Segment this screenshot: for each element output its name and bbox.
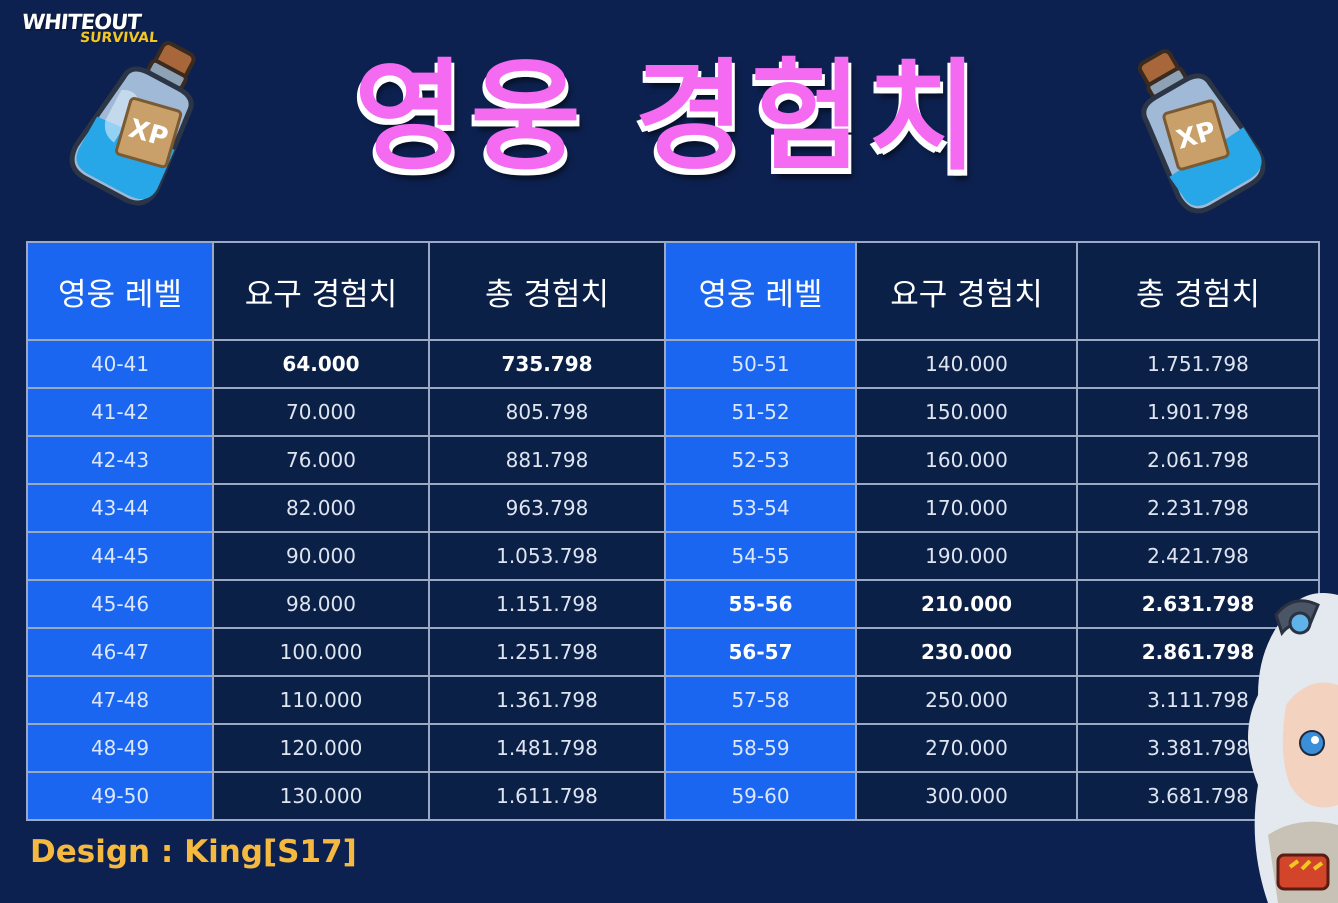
total-xp-cell: 1.361.798 xyxy=(428,675,666,725)
required-xp-cell: 82.000 xyxy=(212,483,430,533)
level-cell: 41-42 xyxy=(26,387,214,437)
table-row: 47-48 110.000 1.361.798 57-58 250.000 3.… xyxy=(26,675,1320,725)
design-credit: Design : King[S17] xyxy=(30,834,357,870)
total-xp-cell: 1.901.798 xyxy=(1076,387,1320,437)
total-xp-cell: 1.481.798 xyxy=(428,723,666,773)
table-row: 49-50 130.000 1.611.798 59-60 300.000 3.… xyxy=(26,771,1320,821)
total-xp-cell: 2.421.798 xyxy=(1076,531,1320,581)
header-required-xp: 요구 경험치 xyxy=(212,241,430,341)
required-xp-cell: 64.000 xyxy=(212,339,430,389)
required-xp-cell: 210.000 xyxy=(855,579,1078,629)
required-xp-cell: 100.000 xyxy=(212,627,430,677)
required-xp-cell: 98.000 xyxy=(212,579,430,629)
header-hero-level: 영웅 레벨 xyxy=(664,241,857,341)
required-xp-cell: 130.000 xyxy=(212,771,430,821)
page-title: 영웅 경험치 xyxy=(354,48,984,187)
level-cell: 50-51 xyxy=(664,339,857,389)
table-row: 42-43 76.000 881.798 52-53 160.000 2.061… xyxy=(26,435,1320,485)
level-cell: 48-49 xyxy=(26,723,214,773)
total-xp-cell: 805.798 xyxy=(428,387,666,437)
level-cell: 58-59 xyxy=(664,723,857,773)
total-xp-cell: 735.798 xyxy=(428,339,666,389)
level-cell: 46-47 xyxy=(26,627,214,677)
required-xp-cell: 160.000 xyxy=(855,435,1078,485)
total-xp-cell: 1.611.798 xyxy=(428,771,666,821)
table-header-row: 영웅 레벨 요구 경험치 총 경험치 영웅 레벨 요구 경험치 총 경험치 xyxy=(26,241,1320,341)
required-xp-cell: 110.000 xyxy=(212,675,430,725)
xp-bottle-icon: XP xyxy=(69,41,196,206)
table-row: 41-42 70.000 805.798 51-52 150.000 1.901… xyxy=(26,387,1320,437)
table-row: 46-47 100.000 1.251.798 56-57 230.000 2.… xyxy=(26,627,1320,677)
level-cell: 40-41 xyxy=(26,339,214,389)
level-cell: 59-60 xyxy=(664,771,857,821)
total-xp-cell: 1.053.798 xyxy=(428,531,666,581)
level-cell: 42-43 xyxy=(26,435,214,485)
total-xp-cell: 1.751.798 xyxy=(1076,339,1320,389)
required-xp-cell: 70.000 xyxy=(212,387,430,437)
xp-bottle-icon: XP xyxy=(1137,49,1266,214)
required-xp-cell: 250.000 xyxy=(855,675,1078,725)
required-xp-cell: 170.000 xyxy=(855,483,1078,533)
header-hero-level: 영웅 레벨 xyxy=(26,241,214,341)
level-cell: 54-55 xyxy=(664,531,857,581)
table-row: 44-45 90.000 1.053.798 54-55 190.000 2.4… xyxy=(26,531,1320,581)
table-row: 40-41 64.000 735.798 50-51 140.000 1.751… xyxy=(26,339,1320,389)
table-row: 43-44 82.000 963.798 53-54 170.000 2.231… xyxy=(26,483,1320,533)
required-xp-cell: 300.000 xyxy=(855,771,1078,821)
table-row: 48-49 120.000 1.481.798 58-59 270.000 3.… xyxy=(26,723,1320,773)
required-xp-cell: 150.000 xyxy=(855,387,1078,437)
level-cell: 57-58 xyxy=(664,675,857,725)
level-cell: 53-54 xyxy=(664,483,857,533)
hero-character-illustration xyxy=(1248,593,1338,903)
header-total-xp: 총 경험치 xyxy=(1076,241,1320,341)
total-xp-cell: 881.798 xyxy=(428,435,666,485)
required-xp-cell: 190.000 xyxy=(855,531,1078,581)
level-cell: 56-57 xyxy=(664,627,857,677)
hero-xp-table: 영웅 레벨 요구 경험치 총 경험치 영웅 레벨 요구 경험치 총 경험치 40… xyxy=(26,241,1320,821)
header-required-xp: 요구 경험치 xyxy=(855,241,1078,341)
required-xp-cell: 76.000 xyxy=(212,435,430,485)
table-row: 45-46 98.000 1.151.798 55-56 210.000 2.6… xyxy=(26,579,1320,629)
level-cell: 55-56 xyxy=(664,579,857,629)
level-cell: 51-52 xyxy=(664,387,857,437)
level-cell: 43-44 xyxy=(26,483,214,533)
header-total-xp: 총 경험치 xyxy=(428,241,666,341)
total-xp-cell: 2.231.798 xyxy=(1076,483,1320,533)
total-xp-cell: 2.061.798 xyxy=(1076,435,1320,485)
level-cell: 45-46 xyxy=(26,579,214,629)
level-cell: 49-50 xyxy=(26,771,214,821)
required-xp-cell: 230.000 xyxy=(855,627,1078,677)
level-cell: 52-53 xyxy=(664,435,857,485)
total-xp-cell: 963.798 xyxy=(428,483,666,533)
required-xp-cell: 140.000 xyxy=(855,339,1078,389)
required-xp-cell: 270.000 xyxy=(855,723,1078,773)
level-cell: 47-48 xyxy=(26,675,214,725)
level-cell: 44-45 xyxy=(26,531,214,581)
total-xp-cell: 1.151.798 xyxy=(428,579,666,629)
required-xp-cell: 90.000 xyxy=(212,531,430,581)
required-xp-cell: 120.000 xyxy=(212,723,430,773)
total-xp-cell: 1.251.798 xyxy=(428,627,666,677)
